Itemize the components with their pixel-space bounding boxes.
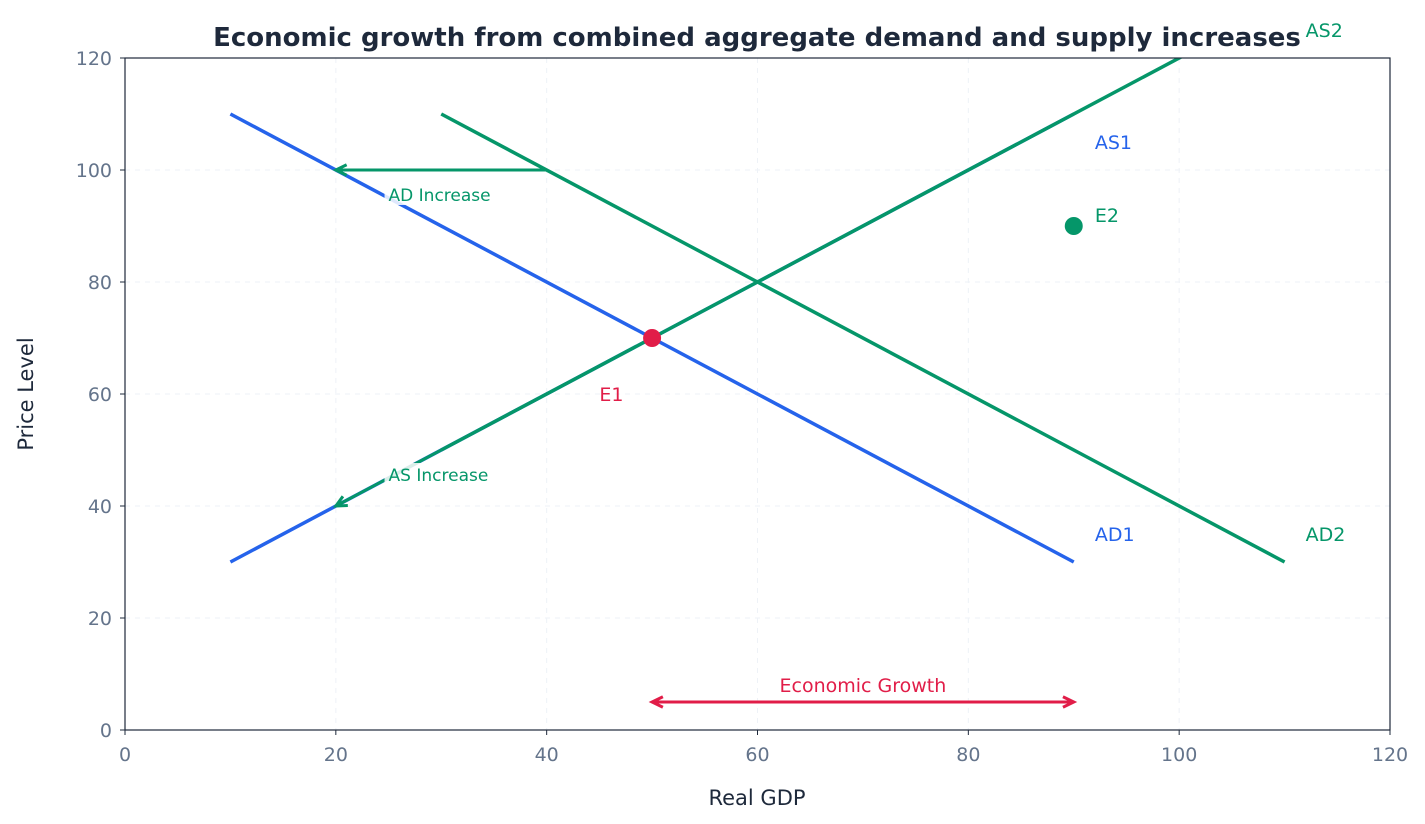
- x-tick-label: 100: [1161, 744, 1197, 766]
- chart-title: Economic growth from combined aggregate …: [213, 23, 1301, 53]
- series-label-as1: AS1: [1095, 132, 1132, 154]
- ticks: 0 20 40 60 80 100 120 0 20 40 60 80 100 120: [76, 48, 1408, 766]
- x-tick-label: 120: [1372, 744, 1408, 766]
- point-label-e2: E2: [1095, 205, 1119, 227]
- series-line-as2: [440, 58, 1183, 452]
- equilibrium-points: [643, 217, 1083, 347]
- y-tick-label: 80: [88, 272, 112, 294]
- arrowhead-icon: [648, 695, 664, 709]
- point-e2: [1064, 217, 1083, 235]
- annotation-label: AS Increase: [389, 466, 489, 486]
- x-tick-label: 0: [119, 744, 131, 766]
- x-tick-label: 60: [745, 744, 769, 766]
- x-tick-label: 40: [535, 744, 559, 766]
- y-tick-label: 20: [88, 608, 112, 630]
- series-label-ad1: AD1: [1095, 524, 1135, 546]
- annotations: AD Increase AS Increase Economic Growth: [332, 163, 1078, 709]
- series-line-ad2: [440, 112, 1286, 564]
- series-label-as2: AS2: [1306, 20, 1343, 42]
- point-label-e1: E1: [599, 384, 623, 406]
- annotation-label: Economic Growth: [780, 675, 947, 697]
- y-tick-label: 100: [76, 160, 112, 182]
- y-tick-label: 0: [100, 720, 112, 742]
- annotation-label-bg: [384, 183, 499, 205]
- point-e1: [643, 329, 662, 347]
- x-axis-label: Real GDP: [708, 786, 805, 810]
- arrowhead-icon: [332, 163, 348, 177]
- annotation-label-bg: [384, 463, 499, 485]
- x-tick-label: 80: [956, 744, 980, 766]
- series-label-ad2: AD2: [1306, 524, 1346, 546]
- y-tick-label: 40: [88, 496, 112, 518]
- arrowhead-icon: [1062, 695, 1078, 709]
- y-tick-label: 120: [76, 48, 112, 70]
- y-tick-label: 60: [88, 384, 112, 406]
- x-tick-label: 20: [324, 744, 348, 766]
- series-labels: AD1 AS1 AD2 AS2 E1 E2: [599, 20, 1345, 546]
- y-axis-label: Price Level: [14, 337, 38, 450]
- annotation-label: AD Increase: [389, 186, 491, 206]
- arrowhead-icon: [332, 495, 348, 508]
